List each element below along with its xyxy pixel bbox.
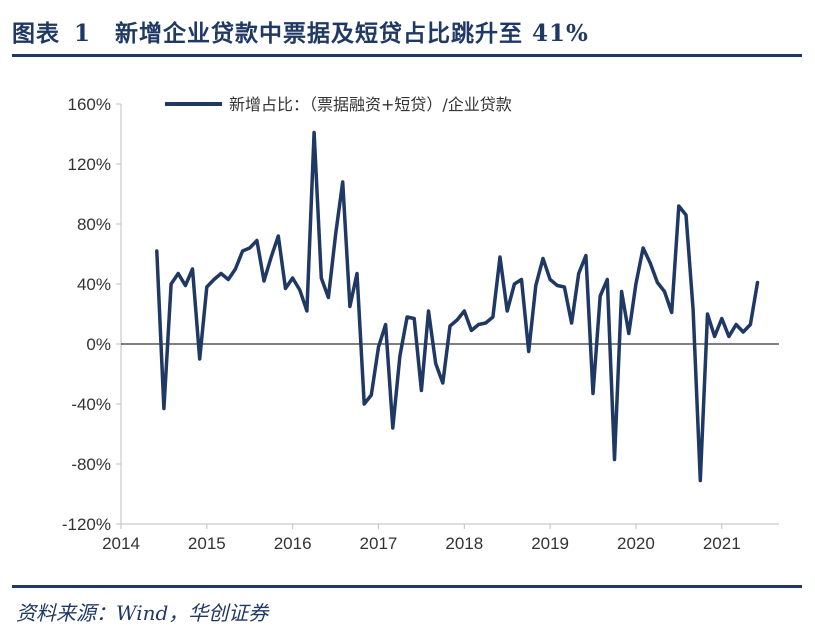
y-tick-label: 0% xyxy=(86,335,111,354)
series-layer xyxy=(155,130,760,483)
y-tick-labels: -120% -80% -40% 0% 40% 80% 120% 160% xyxy=(62,95,111,534)
y-tick-label: -120% xyxy=(62,515,111,534)
x-tick-labels: 2014 2015 2016 2017 2018 2019 2020 2021 xyxy=(102,534,741,553)
source-rule xyxy=(12,585,802,588)
y-tick-label: -80% xyxy=(71,455,111,474)
line-chart: -120%-80%-40%0%40%80%120%160% 2014 2015 20… xyxy=(62,95,779,553)
x-tick-label: 2014 xyxy=(102,534,140,553)
legend: 新增占比：（票据融资+短贷）/企业贷款 xyxy=(165,95,512,114)
y-tick-label: -40% xyxy=(71,395,111,414)
x-tick-label: 2017 xyxy=(360,534,398,553)
figure-label: 图表 xyxy=(12,20,60,47)
figure-number: 1 xyxy=(74,20,92,47)
x-tick-label: 2020 xyxy=(617,534,655,553)
legend-label: 新增占比：（票据融资+短贷）/企业贷款 xyxy=(229,95,512,114)
x-tick-label: 2018 xyxy=(445,534,483,553)
series-line xyxy=(155,130,760,483)
axes-layer xyxy=(116,103,779,529)
y-tick-label: 160% xyxy=(68,95,111,114)
y-tick-label: 80% xyxy=(77,215,111,234)
y-tick-label: 120% xyxy=(68,155,111,174)
x-tick-label: 2015 xyxy=(188,534,226,553)
figure-title-text: 新增企业贷款中票据及短贷占比跳升至 41% xyxy=(115,20,589,47)
figure-title: 图表 1 新增企业贷款中票据及短贷占比跳升至 41% xyxy=(12,14,589,47)
title-rule xyxy=(12,54,802,57)
source-note: 资料来源：Wind，华创证券 xyxy=(16,601,269,625)
y-tick-label: 40% xyxy=(77,275,111,294)
x-tick-label: 2016 xyxy=(274,534,312,553)
x-tick-label: 2021 xyxy=(703,534,741,553)
x-tick-label: 2019 xyxy=(531,534,569,553)
